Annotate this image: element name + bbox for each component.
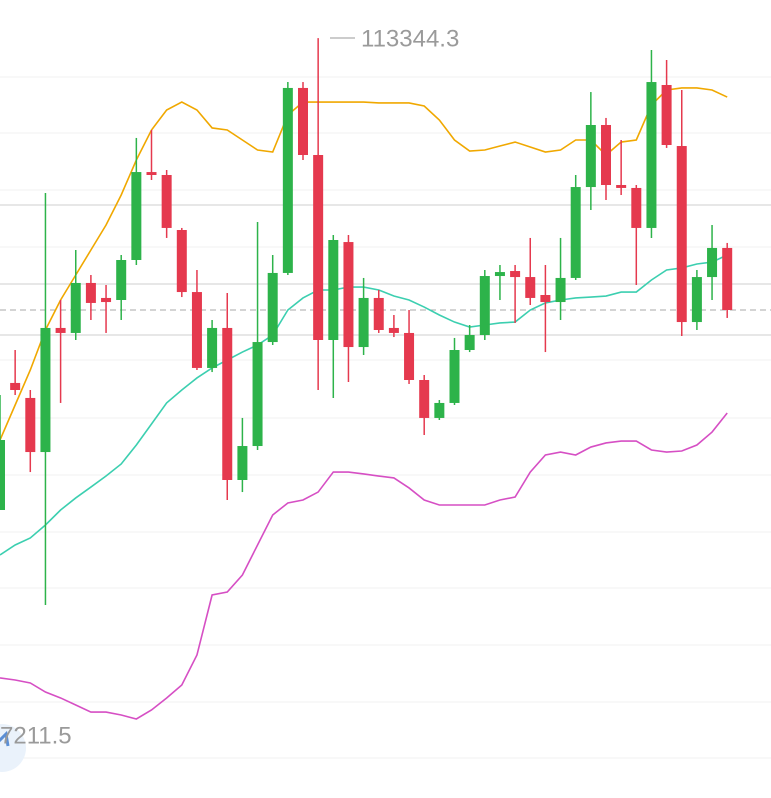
candle-body bbox=[70, 282, 81, 333]
candle-body bbox=[419, 380, 430, 418]
candle-body bbox=[585, 125, 596, 188]
min-label: 7211.5 bbox=[0, 722, 72, 749]
candle-body bbox=[631, 187, 642, 228]
candle-body bbox=[494, 272, 505, 277]
candle-body bbox=[707, 247, 718, 278]
candle-body bbox=[313, 155, 324, 340]
candle-body bbox=[540, 295, 551, 303]
candle-body bbox=[55, 327, 66, 333]
candle-body bbox=[358, 297, 369, 348]
candle-body bbox=[161, 175, 172, 228]
candle-body bbox=[449, 350, 460, 403]
candle-body bbox=[601, 125, 611, 185]
candle-body bbox=[116, 260, 127, 300]
candle-body bbox=[343, 242, 354, 348]
candle-body bbox=[646, 82, 657, 228]
candle-body bbox=[691, 277, 702, 323]
candle-body bbox=[616, 185, 627, 188]
candle-body bbox=[131, 172, 142, 260]
candle-body bbox=[570, 187, 581, 278]
candle-body bbox=[101, 297, 112, 303]
candle-body bbox=[237, 446, 248, 480]
grid bbox=[0, 76, 771, 759]
candle-body bbox=[434, 402, 445, 418]
overlays bbox=[0, 87, 728, 720]
band-line bbox=[0, 412, 728, 720]
candle-body bbox=[404, 332, 415, 380]
candle-body bbox=[40, 327, 51, 453]
candle-body bbox=[267, 272, 278, 343]
candle-body bbox=[146, 172, 157, 175]
candle-body bbox=[298, 87, 308, 155]
candle-body bbox=[464, 335, 475, 350]
band-line bbox=[0, 87, 728, 441]
candle-body bbox=[510, 271, 521, 278]
candle-body bbox=[661, 85, 672, 145]
candle-body bbox=[525, 277, 536, 298]
candle-body bbox=[25, 397, 36, 453]
candles bbox=[0, 38, 733, 605]
max-label: 113344.3 bbox=[361, 25, 459, 52]
candle-body bbox=[0, 440, 5, 510]
candle-body bbox=[10, 382, 21, 390]
candle-body bbox=[722, 247, 733, 310]
candle-body bbox=[191, 292, 202, 368]
candle-body bbox=[555, 277, 566, 303]
candle-body bbox=[328, 240, 339, 340]
candle-body bbox=[388, 327, 399, 333]
candle-body bbox=[176, 230, 187, 293]
candle-body bbox=[207, 327, 218, 368]
candle-body bbox=[222, 327, 233, 480]
candle-body bbox=[676, 146, 687, 323]
scroll-arrow bbox=[0, 730, 10, 747]
candle-body bbox=[479, 276, 490, 335]
candle-body bbox=[282, 87, 293, 273]
candle-body bbox=[252, 342, 263, 447]
candle-body bbox=[373, 297, 384, 330]
candle-body bbox=[85, 282, 96, 303]
